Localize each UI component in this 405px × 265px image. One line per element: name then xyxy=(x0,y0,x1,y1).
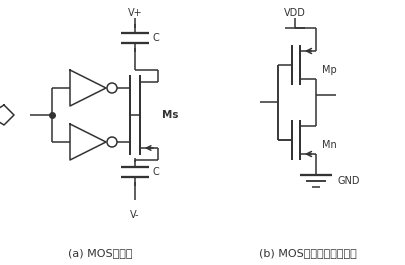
Text: Mn: Mn xyxy=(321,140,336,150)
Text: C: C xyxy=(153,167,159,177)
Text: Ms: Ms xyxy=(162,110,178,120)
Text: GND: GND xyxy=(337,176,360,186)
Text: (a) MOS开关管: (a) MOS开关管 xyxy=(68,248,132,258)
Text: V+: V+ xyxy=(128,8,142,18)
Text: VDD: VDD xyxy=(284,8,305,18)
Text: V-: V- xyxy=(130,210,139,220)
Text: C: C xyxy=(153,33,159,43)
Text: Mp: Mp xyxy=(321,65,336,75)
Text: (b) MOS开关管中的反相器: (b) MOS开关管中的反相器 xyxy=(258,248,356,258)
